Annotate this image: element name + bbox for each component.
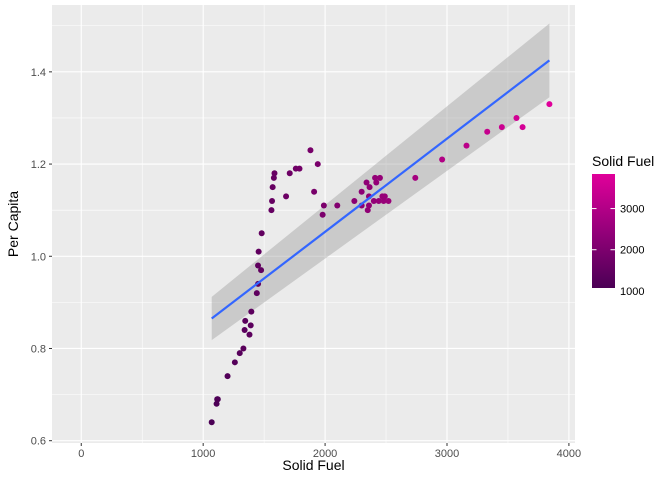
- data-point: [484, 128, 491, 135]
- data-point: [546, 101, 553, 108]
- legend-title: Solid Fuel: [592, 153, 654, 169]
- legend-colorbar: [592, 174, 615, 288]
- x-tick-label: 0: [78, 448, 84, 460]
- y-tick-labels: 0.6 0.8 1.0 1.2 1.4: [31, 67, 46, 448]
- y-axis-title: Per Capita: [5, 191, 21, 257]
- data-point: [269, 197, 276, 204]
- data-point: [214, 396, 221, 403]
- y-tick-label: 0.6: [31, 436, 46, 448]
- legend-tick-label: 2000: [620, 245, 644, 257]
- data-point: [319, 211, 326, 218]
- data-point: [363, 179, 370, 186]
- data-point: [320, 202, 327, 209]
- data-point: [296, 165, 303, 172]
- data-point: [253, 290, 260, 297]
- data-point: [241, 327, 248, 334]
- data-point: [358, 188, 365, 195]
- legend-ticks: 1000 2000 3000: [592, 204, 644, 298]
- data-point: [307, 147, 314, 154]
- data-point: [255, 262, 262, 269]
- data-point: [269, 184, 276, 191]
- confidence-band-layer: [211, 23, 550, 341]
- fit-line-layer: [211, 59, 551, 320]
- x-tick-label: 4000: [557, 448, 581, 460]
- data-point: [271, 170, 278, 177]
- data-point: [385, 197, 392, 204]
- data-point: [286, 170, 293, 177]
- data-point: [366, 184, 373, 191]
- data-point: [380, 197, 387, 204]
- data-point: [376, 174, 383, 181]
- y-tick-label: 1.2: [31, 159, 46, 171]
- confidence-band: [211, 23, 550, 341]
- x-axis-title: Solid Fuel: [282, 457, 344, 473]
- data-point: [258, 230, 265, 237]
- data-point: [381, 193, 388, 200]
- data-point: [513, 114, 520, 121]
- legend-tick-label: 3000: [620, 204, 644, 216]
- legend-tick-label: 1000: [620, 286, 644, 298]
- data-point: [246, 331, 253, 338]
- data-points: [208, 101, 553, 426]
- data-point: [268, 207, 275, 214]
- data-point: [412, 174, 419, 181]
- regression-line: [211, 59, 551, 320]
- data-point: [270, 174, 277, 181]
- data-point: [311, 188, 318, 195]
- data-point: [314, 161, 321, 168]
- x-tick-label: 2000: [313, 448, 337, 460]
- data-point: [463, 142, 470, 149]
- data-point: [364, 207, 371, 214]
- data-point: [439, 156, 446, 163]
- data-point: [372, 174, 379, 181]
- legend: Solid Fuel 1000 2000 3000: [592, 153, 654, 298]
- data-point: [247, 322, 254, 329]
- y-tick-label: 1.4: [31, 67, 46, 79]
- data-point: [283, 193, 290, 200]
- y-tick-label: 1.0: [31, 251, 46, 263]
- minor-gridlines: [52, 5, 575, 443]
- data-point: [248, 308, 255, 315]
- data-point: [242, 317, 249, 324]
- data-point: [255, 248, 262, 255]
- data-point: [375, 197, 382, 204]
- x-tick-label: 1000: [191, 448, 215, 460]
- data-point: [370, 197, 377, 204]
- data-point: [334, 202, 341, 209]
- data-point: [236, 350, 243, 357]
- axis-ticks: [49, 71, 570, 446]
- y-tick-label: 0.8: [31, 343, 46, 355]
- data-point: [224, 373, 231, 380]
- data-point: [519, 124, 526, 131]
- plot-background: [52, 5, 575, 443]
- data-point: [365, 202, 372, 209]
- x-tick-labels: 0 1000 2000 3000 4000: [78, 448, 581, 460]
- data-point: [240, 345, 247, 352]
- data-point: [208, 419, 215, 426]
- data-point: [373, 179, 380, 186]
- data-point: [498, 124, 505, 131]
- x-tick-label: 3000: [435, 448, 459, 460]
- data-point: [213, 400, 220, 407]
- data-point: [231, 359, 238, 366]
- data-point: [351, 197, 358, 204]
- major-gridlines: [52, 5, 575, 443]
- data-point: [258, 267, 265, 274]
